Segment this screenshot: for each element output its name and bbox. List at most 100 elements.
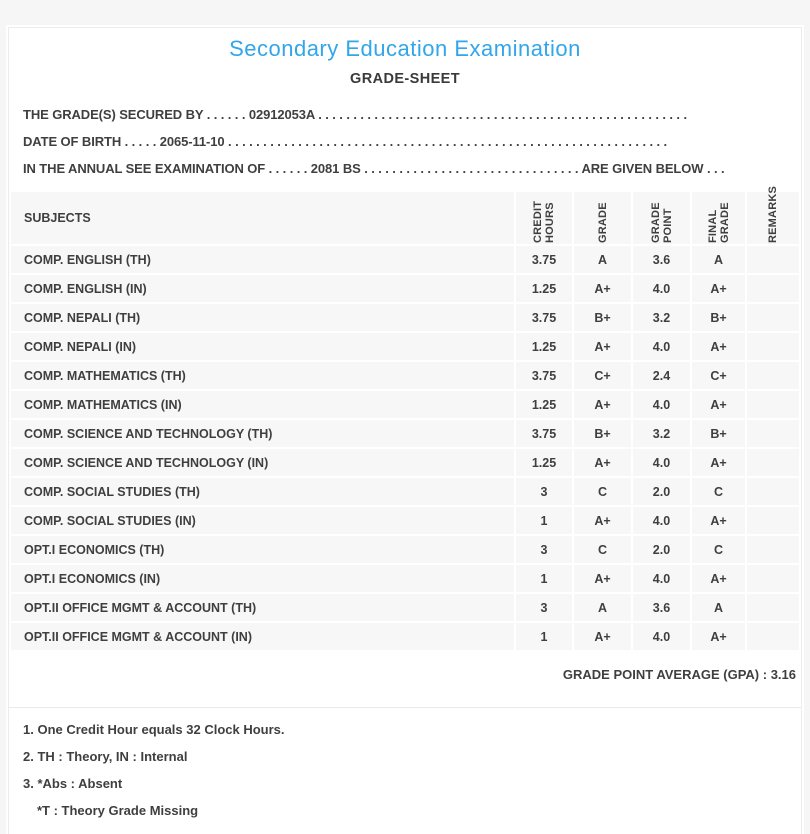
subject-cell: OPT.I ECONOMICS (IN) bbox=[11, 565, 514, 592]
grade-cell: A+ bbox=[574, 275, 631, 302]
table-row: COMP. SOCIAL STUDIES (TH) 3 C 2.0 C bbox=[11, 478, 799, 505]
grade-cell: A+ bbox=[574, 623, 631, 650]
subject-cell: COMP. SOCIAL STUDIES (IN) bbox=[11, 507, 514, 534]
dot-leader: . . . . . bbox=[121, 134, 160, 149]
credit-hours-cell: 3 bbox=[516, 478, 572, 505]
subject-cell: COMP. SOCIAL STUDIES (TH) bbox=[11, 478, 514, 505]
remarks-cell bbox=[747, 362, 799, 389]
grade-point-cell: 4.0 bbox=[633, 333, 690, 360]
table-row: COMP. SOCIAL STUDIES (IN) 1 A+ 4.0 A+ bbox=[11, 507, 799, 534]
table-row: OPT.I ECONOMICS (IN) 1 A+ 4.0 A+ bbox=[11, 565, 799, 592]
credit-hours-cell: 3.75 bbox=[516, 420, 572, 447]
examination-year-value: 2081 BS bbox=[310, 161, 361, 176]
final-grade-cell: A+ bbox=[692, 333, 745, 360]
final-grade-cell: A+ bbox=[692, 449, 745, 476]
grade-cell: A+ bbox=[574, 507, 631, 534]
grade-cell: B+ bbox=[574, 420, 631, 447]
table-row: COMP. ENGLISH (TH) 3.75 A 3.6 A bbox=[11, 246, 799, 273]
header-row: SUBJECTS CREDIT HOURS GRADE GRADE POINT … bbox=[11, 186, 799, 244]
remarks-cell bbox=[747, 333, 799, 360]
final-grade-cell: C bbox=[692, 478, 745, 505]
dot-leader: . . . . . . bbox=[265, 161, 311, 176]
dot-leader: . . . . . . . . . . . . . . . . . . . . … bbox=[314, 107, 687, 122]
column-header-final-grade: FINAL GRADE bbox=[692, 192, 745, 244]
subject-cell: COMP. NEPALI (TH) bbox=[11, 304, 514, 331]
grade-point-cell: 4.0 bbox=[633, 565, 690, 592]
final-grade-cell: A+ bbox=[692, 275, 745, 302]
credit-hours-cell: 1.25 bbox=[516, 275, 572, 302]
subject-cell: COMP. ENGLISH (TH) bbox=[11, 246, 514, 273]
info-suffix: ARE GIVEN BELOW . . . bbox=[581, 161, 725, 176]
info-label: THE GRADE(S) SECURED BY bbox=[23, 107, 204, 122]
dot-leader: . . . . . . bbox=[203, 107, 249, 122]
final-grade-cell: A bbox=[692, 594, 745, 621]
info-line-examination-year: IN THE ANNUAL SEE EXAMINATION OF . . . .… bbox=[23, 155, 787, 182]
grade-sheet-page: Secondary Education Examination GRADE-SH… bbox=[6, 25, 804, 834]
sheet-subtitle: GRADE-SHEET bbox=[350, 71, 460, 87]
credit-hours-cell: 3 bbox=[516, 594, 572, 621]
remarks-cell bbox=[747, 623, 799, 650]
final-grade-cell: A+ bbox=[692, 391, 745, 418]
final-grade-cell: A+ bbox=[692, 565, 745, 592]
column-header-remarks: REMARKS bbox=[747, 186, 799, 244]
gpa-summary: GRADE POINT AVERAGE (GPA) : 3.16 bbox=[9, 661, 801, 688]
credit-hours-cell: 3.75 bbox=[516, 304, 572, 331]
dot-leader: . . . . . . . . . . . . . . . . . . . . … bbox=[224, 134, 668, 149]
grade-point-cell: 3.2 bbox=[633, 420, 690, 447]
subject-cell: OPT.II OFFICE MGMT & ACCOUNT (TH) bbox=[11, 594, 514, 621]
column-header-grade-point: GRADE POINT bbox=[633, 192, 690, 244]
remarks-cell bbox=[747, 536, 799, 563]
footnote-abs: 3. *Abs : Absent bbox=[23, 776, 123, 791]
subject-cell: OPT.I ECONOMICS (TH) bbox=[11, 536, 514, 563]
grade-cell: A+ bbox=[574, 391, 631, 418]
subject-cell: COMP. SCIENCE AND TECHNOLOGY (TH) bbox=[11, 420, 514, 447]
grade-point-cell: 4.0 bbox=[633, 449, 690, 476]
info-line-date-of-birth: DATE OF BIRTH . . . . . 2065-11-10 . . .… bbox=[23, 128, 787, 155]
candidate-symbol-number: 02912053A bbox=[248, 107, 315, 122]
table-row: COMP. NEPALI (TH) 3.75 B+ 3.2 B+ bbox=[11, 304, 799, 331]
grade-point-cell: 2.4 bbox=[633, 362, 690, 389]
grade-point-cell: 4.0 bbox=[633, 623, 690, 650]
footnotes-section: 1. One Credit Hour equals 32 Clock Hours… bbox=[9, 716, 801, 824]
footnote-th-in: 2. TH : Theory, IN : Internal bbox=[23, 749, 188, 764]
grade-cell: B+ bbox=[574, 304, 631, 331]
grade-cell: C bbox=[574, 478, 631, 505]
grade-point-cell: 3.6 bbox=[633, 246, 690, 273]
grade-cell: A+ bbox=[574, 333, 631, 360]
final-grade-cell: A bbox=[692, 246, 745, 273]
remarks-cell bbox=[747, 246, 799, 273]
remarks-cell bbox=[747, 304, 799, 331]
credit-hours-cell: 1.25 bbox=[516, 391, 572, 418]
final-grade-cell: B+ bbox=[692, 304, 745, 331]
credit-hours-cell: 3 bbox=[516, 536, 572, 563]
grade-point-cell: 3.2 bbox=[633, 304, 690, 331]
remarks-cell bbox=[747, 391, 799, 418]
grade-cell: C+ bbox=[574, 362, 631, 389]
dot-leader: . . . . . . . . . . . . . . . . . . . . … bbox=[360, 161, 582, 176]
table-row: COMP. NEPALI (IN) 1.25 A+ 4.0 A+ bbox=[11, 333, 799, 360]
remarks-cell bbox=[747, 420, 799, 447]
table-row: COMP. MATHEMATICS (IN) 1.25 A+ 4.0 A+ bbox=[11, 391, 799, 418]
credit-hours-cell: 1 bbox=[516, 507, 572, 534]
grade-point-cell: 4.0 bbox=[633, 391, 690, 418]
final-grade-cell: C bbox=[692, 536, 745, 563]
final-grade-cell: C+ bbox=[692, 362, 745, 389]
final-grade-cell: B+ bbox=[692, 420, 745, 447]
notes-divider bbox=[9, 707, 801, 708]
grade-point-cell: 2.0 bbox=[633, 536, 690, 563]
gpa-value: 3.16 bbox=[770, 667, 796, 682]
grade-cell: A bbox=[574, 594, 631, 621]
remarks-cell bbox=[747, 478, 799, 505]
subject-cell: COMP. NEPALI (IN) bbox=[11, 333, 514, 360]
subject-cell: OPT.II OFFICE MGMT & ACCOUNT (IN) bbox=[11, 623, 514, 650]
credit-hours-cell: 1 bbox=[516, 565, 572, 592]
grades-table: SUBJECTS CREDIT HOURS GRADE GRADE POINT … bbox=[9, 186, 801, 652]
date-of-birth-value: 2065-11-10 bbox=[159, 134, 225, 149]
grades-table-header: SUBJECTS CREDIT HOURS GRADE GRADE POINT … bbox=[11, 186, 799, 244]
grade-cell: A bbox=[574, 246, 631, 273]
remarks-cell bbox=[747, 594, 799, 621]
table-row: OPT.II OFFICE MGMT & ACCOUNT (TH) 3 A 3.6 A bbox=[11, 594, 799, 621]
credit-hours-cell: 1 bbox=[516, 623, 572, 650]
subject-cell: COMP. SCIENCE AND TECHNOLOGY (IN) bbox=[11, 449, 514, 476]
table-row: COMP. SCIENCE AND TECHNOLOGY (IN) 1.25 A+ 4… bbox=[11, 449, 799, 476]
